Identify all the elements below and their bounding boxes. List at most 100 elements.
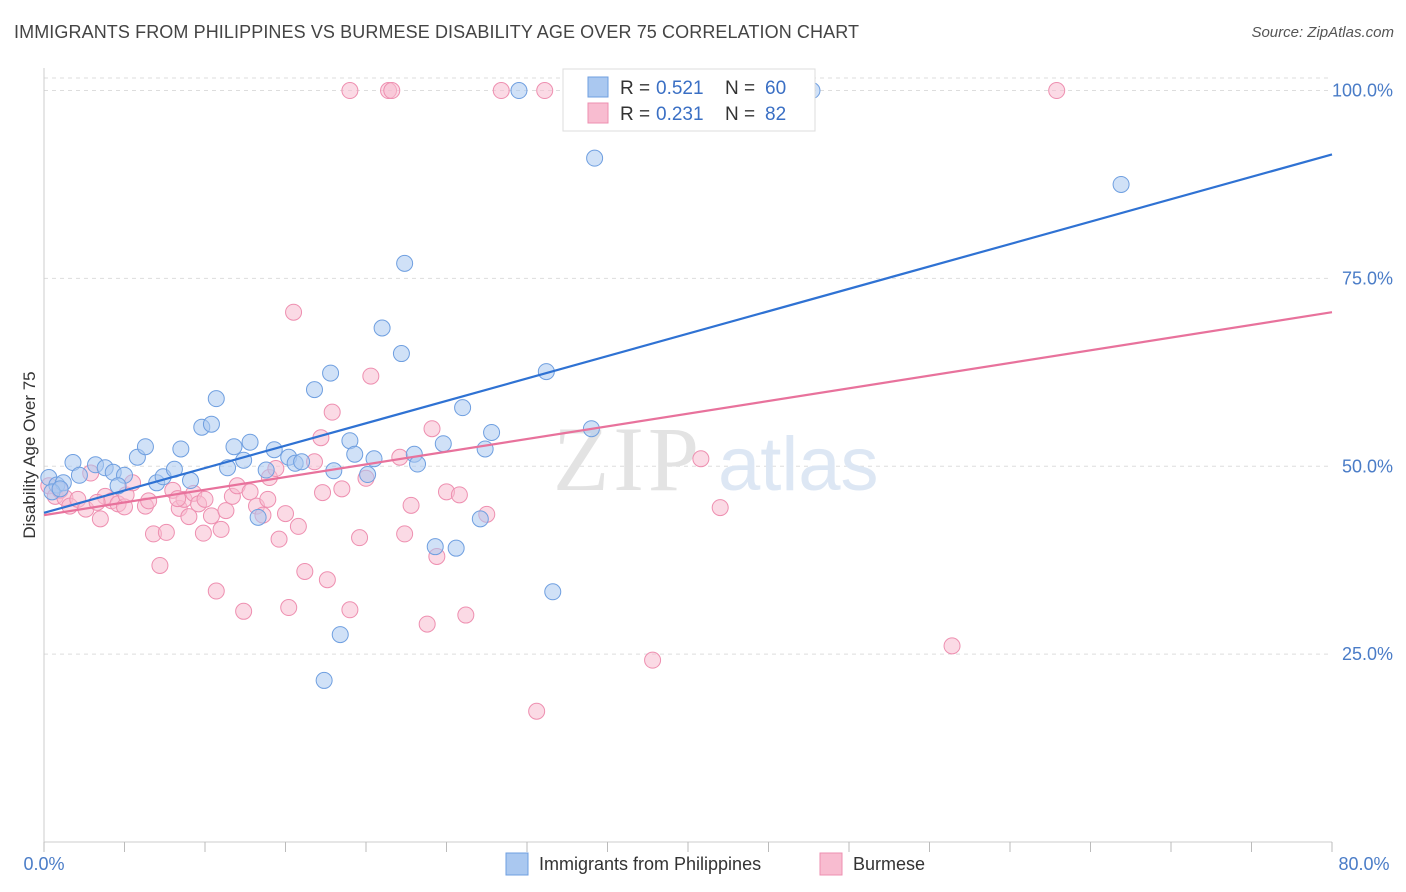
bottom-legend-label-burmese: Burmese [853,854,925,874]
bottom-legend-label-philippines: Immigrants from Philippines [539,854,761,874]
source-label: Source: ZipAtlas.com [1251,24,1394,41]
burmese-point-27 [202,507,220,525]
watermark: ZIP atlas [553,408,879,510]
burmese-point-42 [285,303,303,321]
philippines-point-28 [293,453,311,471]
legend-r-value-burmese: 0.231 [656,104,704,125]
philippines-point-50 [510,82,528,100]
y-axis-label: Disability Age Over 75 [20,371,39,538]
burmese-point-56 [396,525,414,543]
philippines-point-43 [426,538,444,556]
burmese-point-58 [418,615,436,633]
burmese-point-72 [711,499,729,517]
burmese-point-34 [241,483,259,501]
philippines-point-4 [70,466,88,484]
burmese-point-16 [140,492,158,510]
burmese-point-66 [528,702,546,720]
gridlines [44,77,1332,655]
legend-n-value-philippines: 60 [765,78,786,99]
y-tick-label-2: 75.0% [1342,268,1393,288]
legend-n-value-burmese: 82 [765,104,786,125]
burmese-trend-line [43,311,1333,517]
philippines-point-10 [136,438,154,456]
burmese-point-67 [536,82,554,100]
bottom-legend-swatch-burmese [819,852,843,876]
burmese-point-62 [450,486,468,504]
burmese-point-65 [492,82,510,100]
burmese-point-41 [280,599,298,617]
burmese-point-57 [402,496,420,514]
legend-swatch-philippines [587,76,609,98]
burmese-point-81 [196,490,214,508]
trend-lines [43,153,1333,517]
burmese-points [40,82,1066,720]
philippines-point-42 [409,455,427,473]
philippines-point-49 [483,423,501,441]
burmese-point-39 [270,530,288,548]
burmese-point-29 [212,520,230,538]
philippines-point-58 [51,480,69,498]
philippines-point-54 [586,149,604,167]
x-ticks [43,842,1333,852]
philippines-point-47 [471,510,489,528]
burmese-point-18 [151,556,169,574]
philippines-point-29 [305,381,323,399]
legend-n-label-philippines: N = [725,78,755,99]
philippines-point-35 [346,445,364,463]
burmese-point-59 [423,420,441,438]
burmese-point-75 [314,484,332,502]
philippines-point-36 [359,466,377,484]
philippines-trend-line [43,153,1333,514]
y-tick-label-3: 100.0% [1332,81,1393,101]
philippines-point-39 [392,345,410,363]
legend-swatch-burmese [587,102,609,124]
y-tick-label-0: 25.0% [1342,644,1393,664]
burmese-point-63 [457,606,475,624]
legend-r-label-burmese: R = [620,104,650,125]
burmese-point-50 [341,601,359,619]
legend-r-value-philippines: 0.521 [656,78,704,99]
burmese-point-73 [943,637,961,655]
burmese-point-49 [333,480,351,498]
burmese-point-51 [351,529,369,547]
philippines-point-40 [396,254,414,272]
philippines-point-33 [331,626,349,644]
burmese-point-78 [259,490,277,508]
philippines-point-38 [373,319,391,337]
watermark-zip: ZIP [553,408,703,510]
y-tick-labels: 25.0% 50.0% 75.0% 100.0% [1332,81,1393,665]
y-tick-label-1: 50.0% [1342,456,1393,476]
philippines-points [40,82,1130,689]
bottom-legend-swatch-philippines [505,852,529,876]
burmese-point-44 [296,562,314,580]
x-tick-label-max: 80.0% [1338,854,1389,874]
philippines-point-52 [544,583,562,601]
watermark-atlas: atlas [718,422,879,507]
burmese-point-71 [692,450,710,468]
burmese-point-76 [341,82,359,100]
x-tick-label-min: 0.0% [23,854,64,874]
burmese-point-70 [644,651,662,669]
philippines-point-17 [202,415,220,433]
burmese-point-19 [157,523,175,541]
burmese-point-77 [362,367,380,385]
philippines-point-31 [322,364,340,382]
burmese-point-26 [194,524,212,542]
philippines-point-45 [447,539,465,557]
burmese-point-43 [289,517,307,535]
legend-n-label-burmese: N = [725,104,755,125]
philippines-point-20 [225,438,243,456]
philippines-point-15 [182,472,200,490]
burmese-point-48 [323,403,341,421]
burmese-point-54 [383,82,401,100]
chart-title: IMMIGRANTS FROM PHILIPPINES VS BURMESE D… [14,22,860,42]
philippines-point-48 [476,440,494,458]
philippines-point-18 [207,390,225,408]
burmese-point-74 [1048,82,1066,100]
burmese-point-47 [318,571,336,589]
burmese-point-33 [235,602,253,620]
burmese-point-30 [217,502,235,520]
philippines-point-59 [109,477,127,495]
burmese-point-40 [277,505,294,523]
